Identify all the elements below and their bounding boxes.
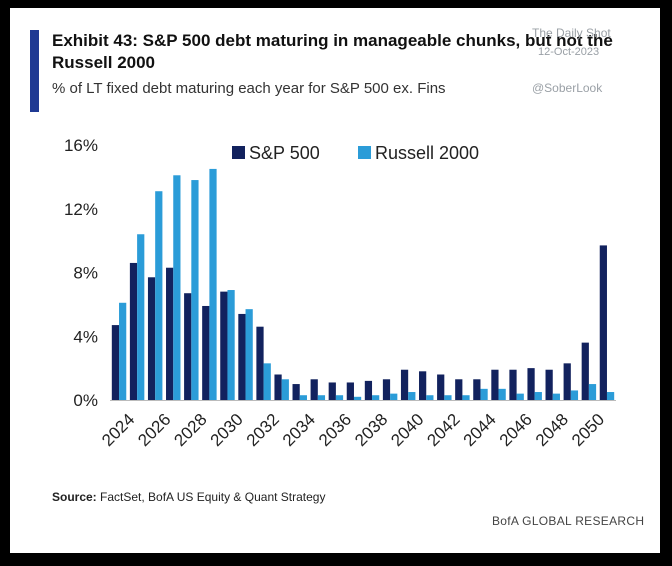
russell-bar-2051 <box>606 392 615 400</box>
sp500-bar-2034 <box>292 384 300 400</box>
russell-bar-2044 <box>480 388 488 400</box>
legend-swatch-sp500 <box>232 146 245 159</box>
sp500-bar-2027 <box>166 267 174 400</box>
x-tick-label: 2034 <box>279 410 319 450</box>
sp500-bar-2041 <box>419 371 427 400</box>
russell-bar-2046 <box>516 393 524 401</box>
russell-bar-2042 <box>444 395 452 400</box>
sp500-bar-2043 <box>455 379 463 400</box>
russell-bar-2034 <box>299 395 307 400</box>
x-tick-label: 2024 <box>98 410 138 450</box>
russell-bar-2028 <box>191 180 199 400</box>
chart-subtitle: % of LT fixed debt maturing each year fo… <box>52 80 446 97</box>
sp500-bar-2028 <box>184 293 192 400</box>
x-tick-label: 2040 <box>387 410 427 450</box>
title-accent-bar <box>30 30 39 112</box>
russell-bar-2026 <box>155 191 163 400</box>
sp500-bar-2038 <box>364 380 373 401</box>
sp500-bar-2044 <box>473 379 481 400</box>
russell-bar-2041 <box>426 395 434 400</box>
russell-bar-2040 <box>408 392 416 400</box>
russell-bar-2036 <box>335 395 344 400</box>
source-note: Source: FactSet, BofA US Equity & Quant … <box>52 490 325 504</box>
sp500-bar-2047 <box>527 368 535 401</box>
russell-bar-2035 <box>317 395 326 400</box>
russell-bar-2024 <box>119 302 127 400</box>
russell-bar-2049 <box>570 390 579 400</box>
sp500-bar-2049 <box>563 363 571 400</box>
y-tick-label: 16% <box>64 136 98 155</box>
x-tick-label: 2046 <box>496 410 536 450</box>
russell-bar-2025 <box>137 234 145 400</box>
sp500-bar-2050 <box>581 342 589 401</box>
watermark-handle: @SoberLook <box>532 81 603 95</box>
legend-swatch-russell <box>358 146 371 159</box>
sp500-bar-2033 <box>274 374 282 400</box>
y-tick-label: 0% <box>73 391 98 410</box>
sp500-bar-2036 <box>328 382 336 400</box>
x-tick-label: 2032 <box>243 410 283 450</box>
russell-bar-2033 <box>281 379 289 400</box>
watermark-source: The Daily Shot <box>532 26 611 40</box>
sp500-bar-2048 <box>545 369 553 400</box>
sp500-bar-2042 <box>437 374 445 400</box>
russell-bar-2048 <box>552 393 560 401</box>
watermark: The Daily Shot 12-Oct-2023 @SoberLook <box>532 24 652 97</box>
sp500-bar-2030 <box>220 291 228 401</box>
y-tick-label: 12% <box>64 200 98 219</box>
y-tick-label: 8% <box>73 264 98 283</box>
sp500-bar-2039 <box>382 379 391 400</box>
y-tick-label: 4% <box>73 327 98 346</box>
russell-bar-2027 <box>173 175 181 400</box>
legend-label-sp500: S&P 500 <box>249 143 320 163</box>
sp500-bar-2051 <box>599 245 607 400</box>
russell-bar-2031 <box>245 309 253 400</box>
bar-chart: 0% 4% 8% 12% 16% 2024202620282030203220342036… <box>64 136 616 450</box>
russell-bar-2037 <box>353 396 362 400</box>
x-tick-label: 2036 <box>315 410 355 450</box>
russell-bar-2029 <box>209 168 217 400</box>
x-tick-label: 2038 <box>351 410 391 450</box>
sp500-bar-2032 <box>256 326 264 400</box>
x-tick-label: 2028 <box>170 410 210 450</box>
sp500-bar-2029 <box>202 305 210 400</box>
sp500-bar-2024 <box>111 325 120 400</box>
sp500-bar-2046 <box>509 369 517 400</box>
watermark-date: 12-Oct-2023 <box>538 46 600 58</box>
sp500-bar-2035 <box>310 379 318 400</box>
x-tick-label: 2044 <box>460 410 500 450</box>
sp500-bar-2025 <box>129 262 138 400</box>
sp500-bar-2037 <box>346 382 354 400</box>
russell-bar-2050 <box>588 384 597 400</box>
x-tick-label: 2030 <box>207 410 247 450</box>
legend-label-russell: Russell 2000 <box>375 143 479 163</box>
x-tick-label: 2048 <box>532 410 572 450</box>
chart-card: Exhibit 43: S&P 500 debt maturing in man… <box>10 8 660 553</box>
x-tick-label: 2050 <box>568 410 608 450</box>
source-text: FactSet, BofA US Equity & Quant Strategy <box>100 490 326 504</box>
russell-bar-2045 <box>498 388 506 400</box>
sp500-bar-2026 <box>147 277 156 400</box>
russell-bar-2030 <box>227 290 235 400</box>
x-tick-label: 2026 <box>134 410 174 450</box>
x-tick-label: 2042 <box>423 410 463 450</box>
russell-bar-2032 <box>263 363 271 400</box>
sp500-bar-2040 <box>400 369 409 400</box>
russell-bar-2047 <box>534 392 542 400</box>
russell-bar-2043 <box>462 395 470 400</box>
brand-label: BofA GLOBAL RESEARCH <box>492 514 645 528</box>
sp500-bar-2031 <box>238 313 246 400</box>
russell-bar-2039 <box>390 393 398 401</box>
sp500-bar-2045 <box>491 369 499 400</box>
source-label: Source: <box>52 490 97 504</box>
russell-bar-2038 <box>372 395 380 400</box>
chart-title: Exhibit 43: S&P 500 debt maturing in man… <box>52 31 613 72</box>
